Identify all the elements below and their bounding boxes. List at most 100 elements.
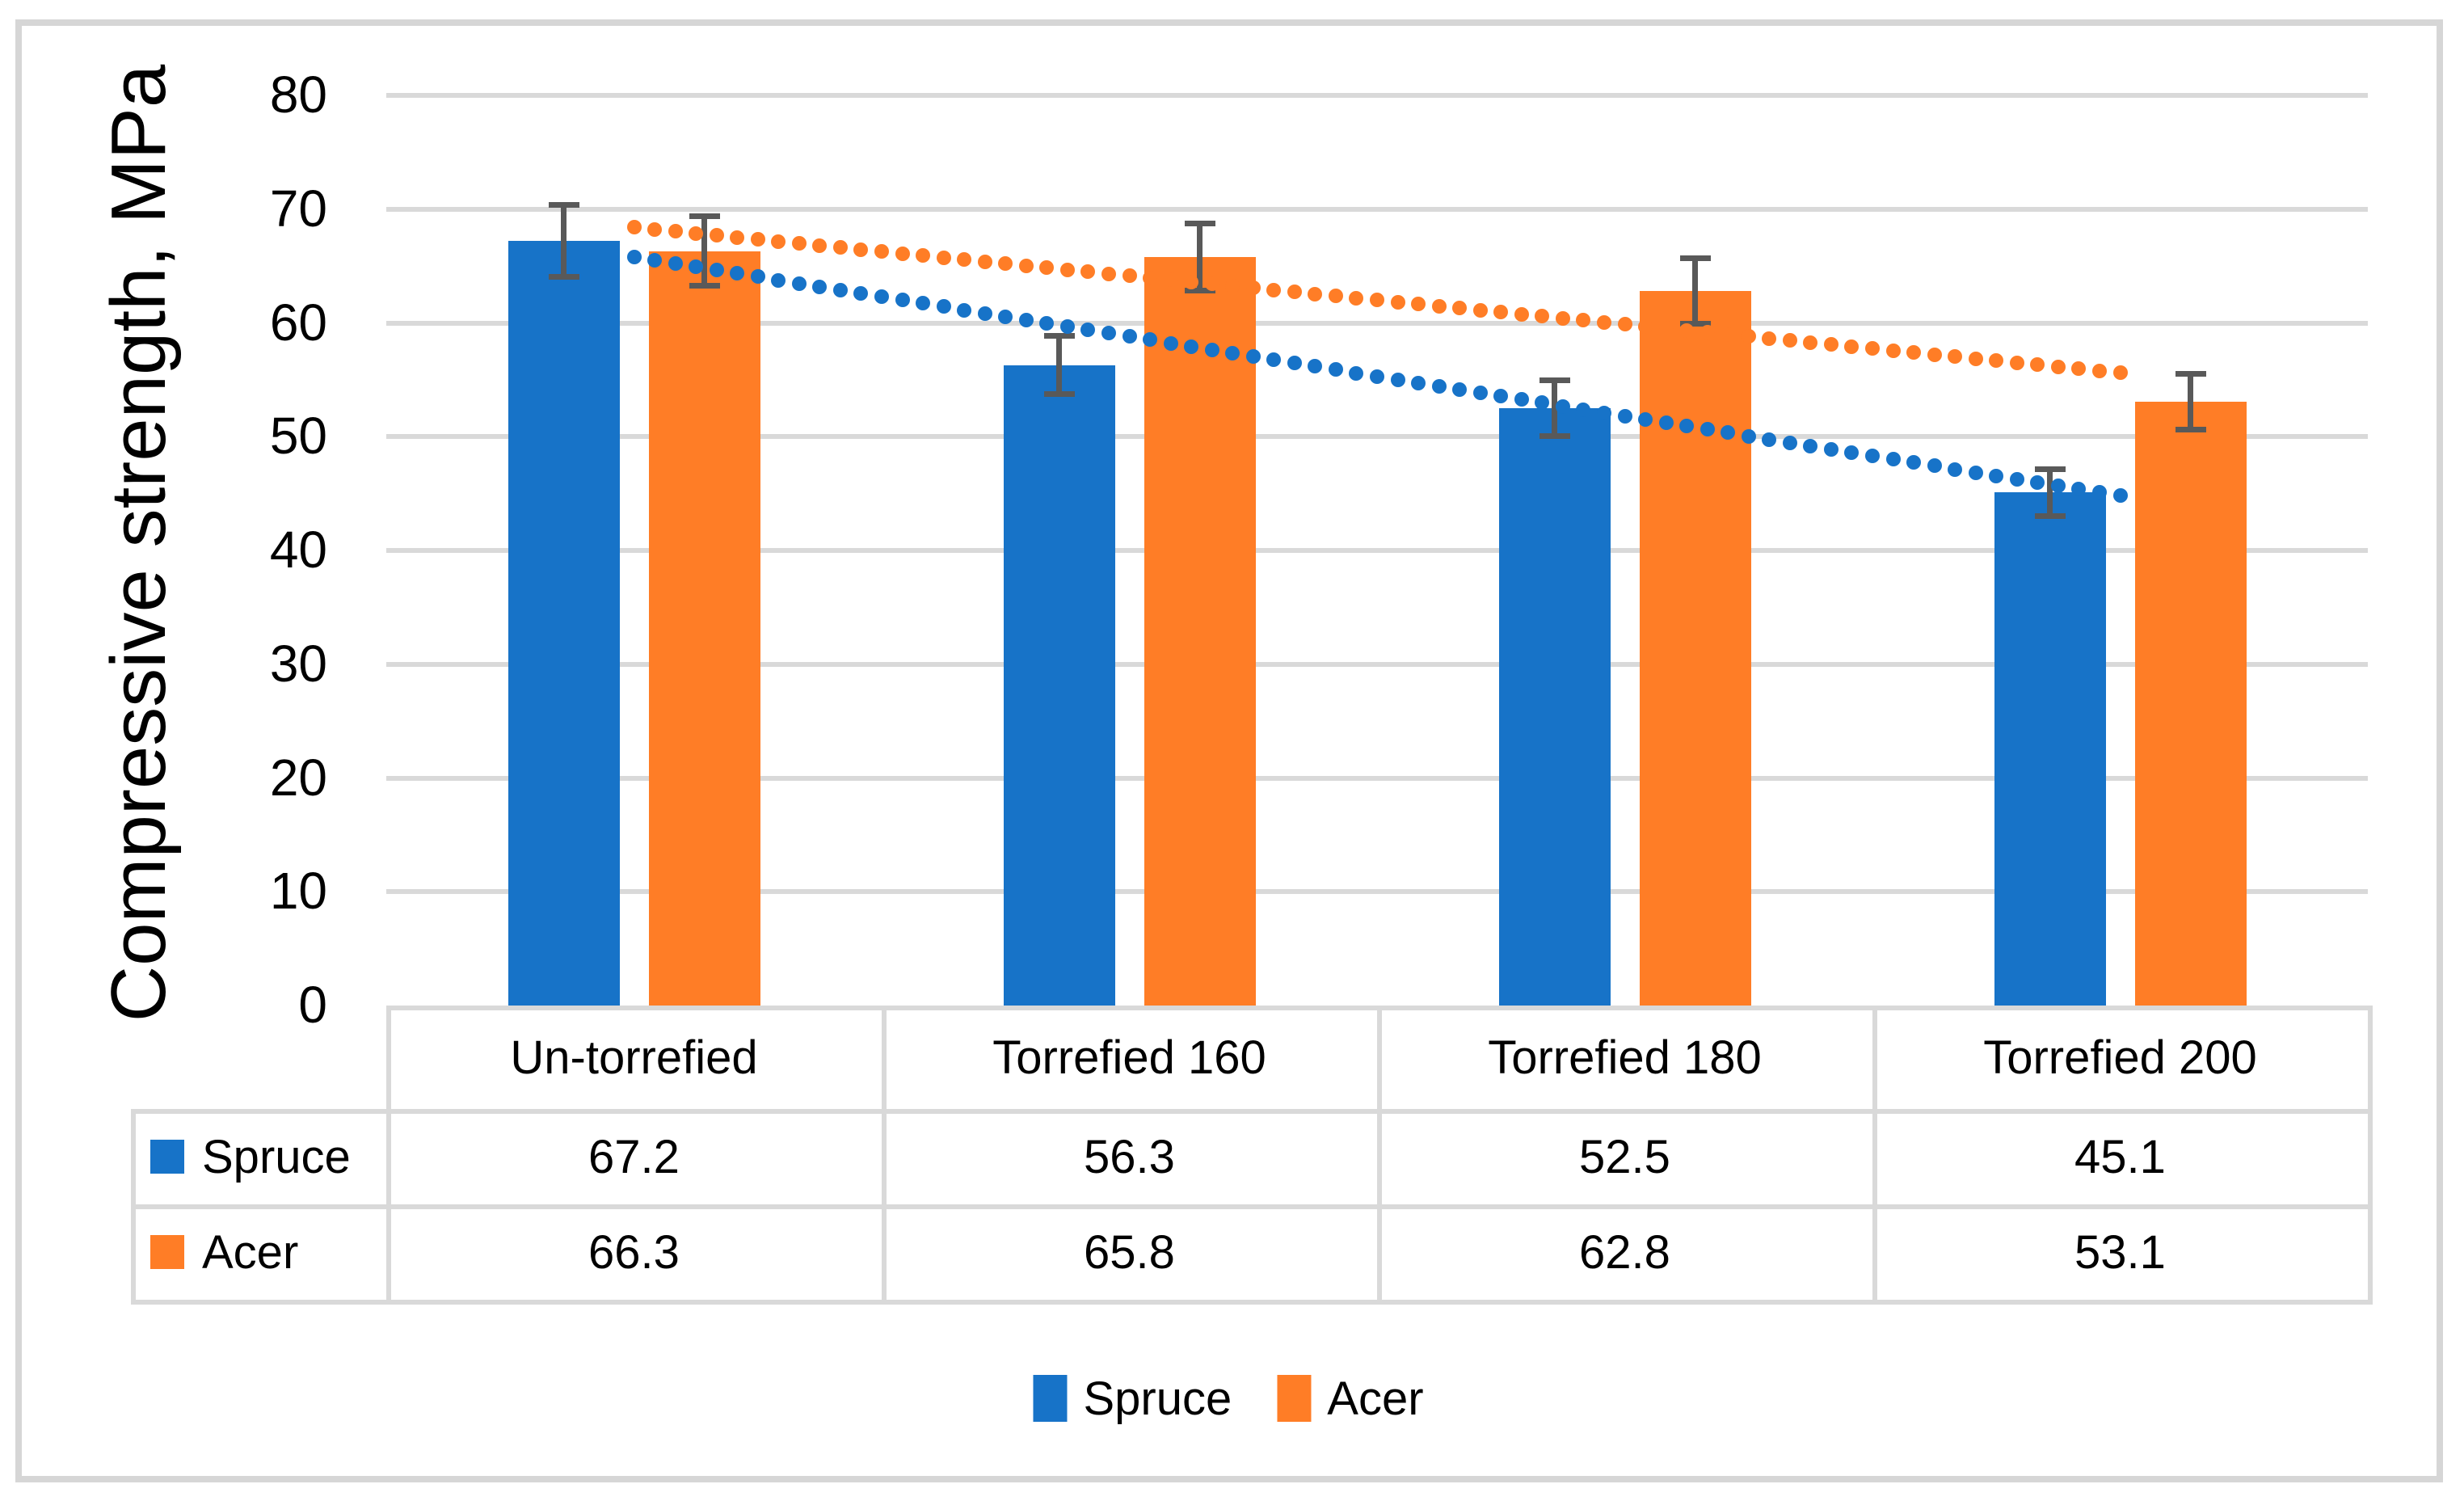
trend-dot <box>1700 422 1715 437</box>
trend-dot <box>1163 335 1178 351</box>
trend-dot <box>1328 362 1343 377</box>
y-axis-tick-label: 40 <box>269 521 327 579</box>
trend-dot <box>1948 462 1963 477</box>
table-value-cell: 56.3 <box>1084 1130 1175 1183</box>
trend-dot <box>1885 452 1901 467</box>
trend-dot <box>2091 485 2107 500</box>
trend-dot <box>1948 349 1963 365</box>
trend-dot <box>1245 280 1261 296</box>
trend-dot <box>936 250 951 265</box>
trend-dot <box>916 296 931 311</box>
trend-dot <box>1741 329 1756 344</box>
trend-dot <box>647 252 663 268</box>
trend-dot <box>2050 359 2066 374</box>
trend-dot <box>1122 329 1137 344</box>
trend-dot <box>709 228 724 243</box>
trend-dot <box>936 299 951 314</box>
gridline <box>386 93 2368 98</box>
error-bar-cap <box>2175 426 2206 432</box>
trend-dot <box>1039 315 1055 331</box>
error-bar-line <box>1552 377 1557 440</box>
error-bar-line <box>1197 220 1203 293</box>
trend-dot <box>1452 382 1468 398</box>
trend-dot <box>1823 441 1839 457</box>
error-bar-cap <box>1043 390 1075 397</box>
table-row-label-acer: Acer <box>131 1204 386 1300</box>
trend-dot <box>730 266 745 281</box>
trend-dot <box>998 309 1013 324</box>
error-bar-cap <box>2175 370 2206 377</box>
y-axis-tick-label: 10 <box>269 862 327 921</box>
trend-dot <box>1308 286 1323 301</box>
error-bar-line <box>561 202 567 280</box>
trend-dot <box>1576 402 1591 417</box>
y-axis-tick-label: 50 <box>269 407 327 466</box>
gridline <box>386 775 2368 781</box>
bar-acer-2 <box>1639 291 1751 1006</box>
series-key-icon <box>150 1140 184 1174</box>
error-bar-cap <box>1539 433 1570 440</box>
trend-dot <box>1431 378 1447 394</box>
trend-dot <box>1390 294 1405 310</box>
trend-dot <box>1080 323 1096 338</box>
gridline <box>386 206 2368 212</box>
error-bar-line <box>1056 333 1062 397</box>
trend-dot <box>1782 435 1797 450</box>
trend-dot <box>1349 365 1364 381</box>
gridline <box>386 320 2368 326</box>
trend-dot <box>1658 415 1674 431</box>
error-bar-cap <box>689 283 720 289</box>
trend-dot <box>1721 327 1736 342</box>
gridline <box>386 661 2368 667</box>
trend-dot <box>1039 260 1055 276</box>
trend-dot <box>1472 386 1488 401</box>
legend-item-acer: Acer <box>1277 1372 1424 1426</box>
trend-dot <box>1721 425 1736 441</box>
trend-dot <box>1370 369 1384 384</box>
trend-dot <box>689 259 704 275</box>
y-axis-tick-label: 30 <box>269 634 327 693</box>
trend-dot <box>1059 319 1075 335</box>
bar-spruce-0 <box>508 241 620 1006</box>
trend-dot <box>2112 488 2128 504</box>
trend-dot <box>1287 356 1302 371</box>
trend-dot <box>1184 274 1199 289</box>
trend-dot <box>771 234 786 249</box>
trend-dot <box>1122 268 1137 284</box>
table-border <box>131 1204 2373 1209</box>
bar-acer-0 <box>648 251 760 1006</box>
trend-dot <box>977 254 992 269</box>
trend-dot <box>1844 445 1860 461</box>
trend-dot <box>1782 333 1797 348</box>
trend-dot <box>1287 285 1302 300</box>
trend-dot <box>1245 349 1261 365</box>
trend-dot <box>2071 361 2087 377</box>
table-value-cell: 67.2 <box>588 1130 680 1183</box>
trend-dot <box>1059 262 1075 277</box>
trend-dot <box>1204 342 1219 357</box>
trend-dot <box>1390 372 1405 387</box>
legend-label: Spruce <box>1083 1372 1232 1425</box>
table-border <box>2368 1006 2373 1305</box>
trend-dot <box>647 221 663 237</box>
trend-dot <box>1638 412 1653 428</box>
error-bar-cap <box>1679 320 1711 327</box>
trend-dot <box>1266 352 1282 368</box>
table-row-label-text: Acer <box>202 1225 299 1279</box>
bar-acer-3 <box>2134 401 2247 1006</box>
trend-dot <box>998 256 1013 272</box>
trend-dot <box>2050 479 2066 494</box>
series-key-icon <box>150 1235 184 1269</box>
gridline <box>386 548 2368 553</box>
trend-dot <box>1411 375 1426 390</box>
trend-dot <box>1101 326 1116 341</box>
trend-dot <box>1535 309 1550 324</box>
trend-dot <box>1885 343 1901 358</box>
trend-dot <box>853 242 869 257</box>
trend-dot <box>1823 337 1839 352</box>
legend-item-spruce: Spruce <box>1033 1372 1232 1426</box>
error-bar-cap <box>1184 220 1215 226</box>
trend-dot <box>1865 341 1880 356</box>
trend-dot <box>1700 325 1715 340</box>
trend-dot <box>1989 468 2004 483</box>
